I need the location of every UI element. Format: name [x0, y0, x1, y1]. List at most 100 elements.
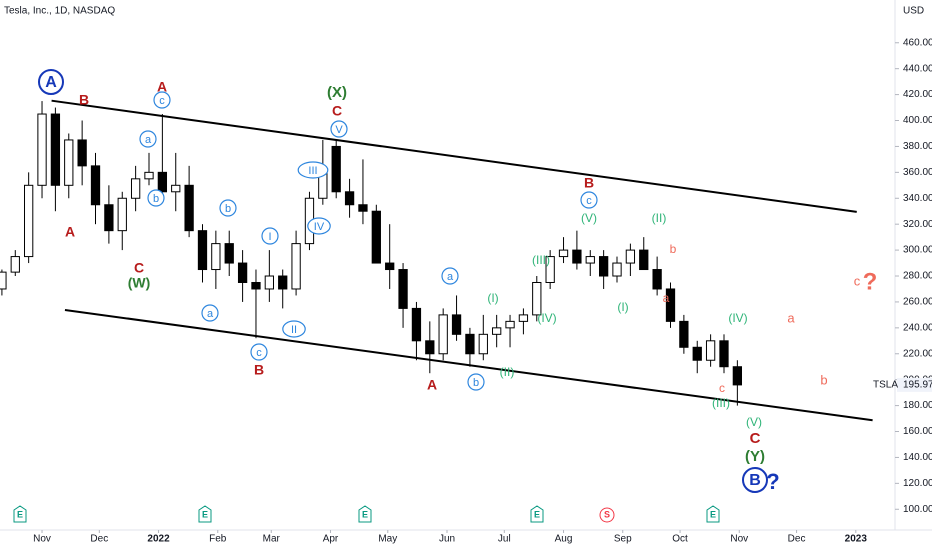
x-tick-label: Dec	[788, 534, 806, 545]
wave-label: A	[65, 224, 75, 240]
event-icon	[358, 505, 372, 523]
wave-circle	[139, 130, 157, 148]
wave-label: a	[207, 308, 214, 320]
y-tick-label: 460.00	[903, 37, 932, 48]
candle-body	[50, 113, 61, 186]
candle-body	[705, 340, 716, 361]
wave-label: b	[225, 203, 231, 215]
x-tick-label: 2022	[147, 534, 170, 545]
trendline	[64, 308, 873, 422]
wave-label: C	[332, 103, 342, 119]
currency-label: USD	[903, 6, 924, 17]
candle-body	[572, 249, 582, 264]
wave-circle	[307, 217, 331, 235]
candle-body	[291, 243, 301, 290]
wave-label: c	[159, 95, 165, 107]
wave-circle	[297, 161, 329, 179]
candle-body	[224, 243, 234, 264]
wave-label: I	[268, 231, 271, 243]
price-tag-bg	[897, 377, 932, 392]
y-tick-label: 120.00	[903, 478, 932, 489]
event-label: E	[534, 509, 540, 519]
candle-body	[211, 243, 221, 271]
event-icon	[599, 507, 615, 523]
candle-body	[130, 178, 141, 199]
candle-body	[665, 288, 676, 322]
y-tick-label: 320.00	[903, 219, 932, 230]
x-tick-label: Oct	[672, 534, 688, 545]
wave-label: (II)	[652, 211, 667, 225]
y-tick-label: 300.00	[903, 245, 932, 256]
wave-label: V	[335, 124, 343, 136]
wave-circle	[250, 343, 268, 361]
candle-body	[625, 249, 636, 264]
wave-label: c	[719, 381, 725, 395]
event-label: E	[17, 509, 23, 519]
x-tick-label: Mar	[263, 534, 281, 545]
candle-body	[451, 314, 462, 335]
candle-body	[37, 113, 47, 186]
candle-body	[264, 275, 274, 290]
wave-label: IV	[314, 221, 325, 233]
wave-label: c	[586, 195, 592, 207]
y-tick-label: 280.00	[903, 271, 932, 282]
candle-body	[679, 320, 689, 348]
wave-label: (IV)	[728, 311, 747, 325]
wave-circle	[580, 191, 598, 209]
wave-label: c	[854, 273, 861, 288]
x-tick-label: Jun	[439, 534, 455, 545]
candle-body	[585, 256, 595, 264]
candle-body	[492, 327, 502, 335]
wave-label: (V)	[581, 211, 597, 225]
candle-body	[344, 191, 355, 206]
x-tick-label: Dec	[90, 534, 108, 545]
x-tick-label: Nov	[33, 534, 51, 545]
price-tag: 195.97	[903, 380, 932, 391]
x-tick-label: Apr	[323, 534, 339, 545]
candle-body	[719, 340, 729, 368]
candle-body	[532, 281, 542, 316]
wave-label: B	[584, 175, 594, 191]
wave-label: (III)	[532, 253, 550, 267]
wave-label: b	[670, 242, 677, 256]
event-icon	[706, 505, 720, 523]
wave-label: b	[820, 372, 827, 387]
symbol-label: TSLA	[873, 380, 898, 391]
candle-body	[117, 197, 127, 232]
candle-body	[465, 333, 475, 355]
wave-label: III	[308, 165, 317, 177]
chart-title: Tesla, Inc., 1D, NASDAQ	[4, 6, 115, 17]
candle-body	[104, 204, 114, 232]
wave-label: B	[79, 92, 89, 108]
x-tick-label: Feb	[209, 534, 227, 545]
wave-label: II	[291, 324, 297, 336]
wave-circle	[282, 320, 306, 338]
candle-body	[144, 171, 154, 180]
candle-body	[478, 333, 488, 355]
candle-body	[331, 145, 341, 193]
wave-label: a	[447, 271, 454, 283]
candle-body	[558, 249, 569, 258]
candle-body	[24, 184, 34, 258]
wave-circle	[219, 199, 237, 217]
wave-circle	[153, 91, 171, 109]
wave-label: (IV)	[537, 311, 556, 325]
candle-body	[251, 281, 261, 290]
wave-label: C	[750, 430, 761, 447]
wave-label: A	[45, 74, 57, 91]
candle-body	[77, 139, 87, 167]
wave-circle	[38, 69, 64, 95]
wave-label: ?	[766, 469, 779, 494]
candle-body	[184, 184, 194, 232]
candle-body	[692, 346, 702, 361]
wave-label: (III)	[712, 396, 730, 410]
candle-body	[197, 230, 208, 271]
candle-body	[398, 269, 408, 309]
y-tick-label: 400.00	[903, 115, 932, 126]
candle-body	[652, 269, 662, 290]
event-label: E	[362, 509, 368, 519]
y-tick-label: 240.00	[903, 322, 932, 333]
wave-circle	[147, 189, 165, 207]
y-tick-label: 100.00	[903, 504, 932, 515]
